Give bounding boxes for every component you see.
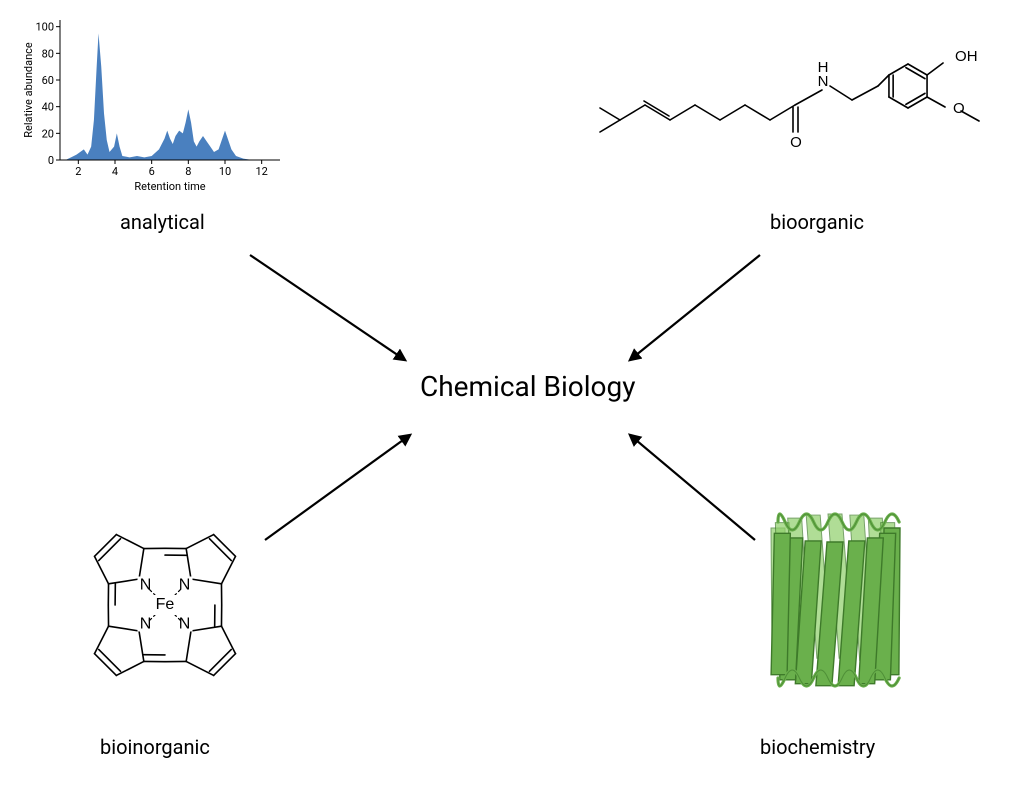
- arrow-analytical: [250, 255, 405, 360]
- arrow-biochemistry: [630, 435, 755, 540]
- arrow-bioorganic: [630, 255, 760, 360]
- arrow-bioinorganic: [265, 435, 410, 540]
- arrows-overlay: [0, 0, 1036, 796]
